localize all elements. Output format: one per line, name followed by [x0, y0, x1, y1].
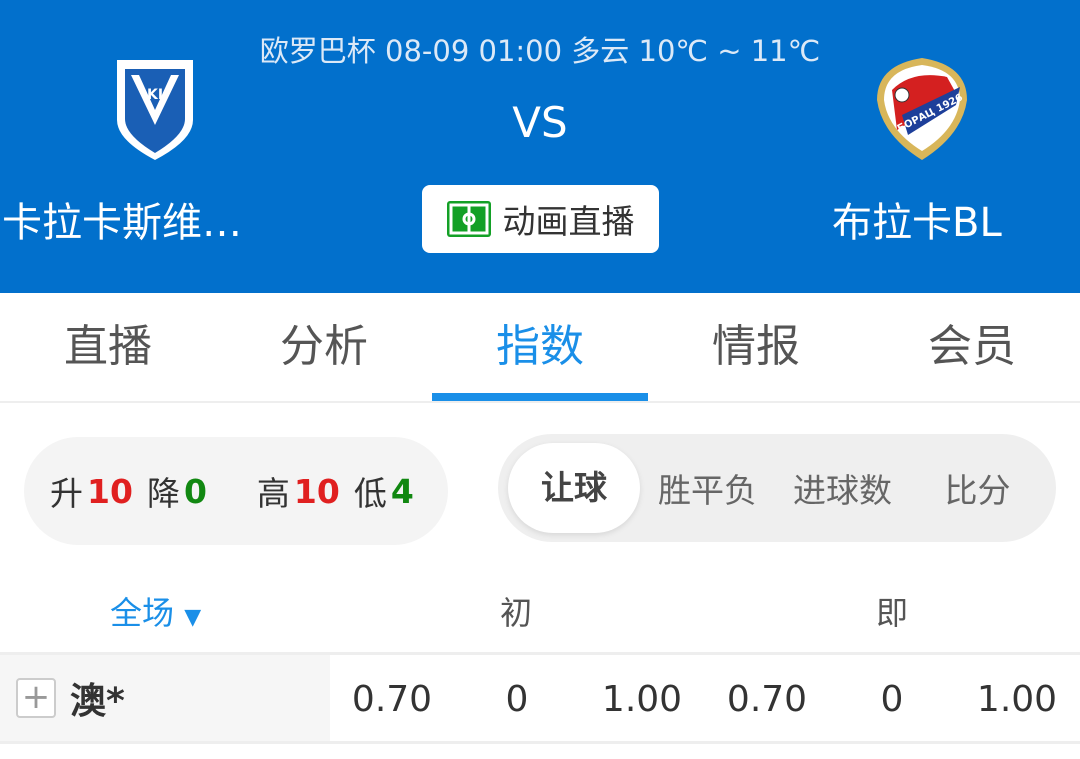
- odds-type-selector: 让球 胜平负 进球数 比分: [498, 434, 1056, 542]
- period-label: 全场: [110, 594, 175, 632]
- high-count: 10: [293, 471, 340, 511]
- segment-1x2[interactable]: 胜平负: [658, 471, 757, 510]
- tab-intel[interactable]: 情报: [712, 321, 800, 372]
- tab-bar: 直播 分析 指数 情报 会员: [0, 293, 1080, 403]
- up-label: 升: [50, 474, 83, 513]
- odds-cell: 1.00: [976, 679, 1058, 720]
- tab-analysis[interactable]: 分析: [280, 321, 368, 372]
- away-team-logo: БОРАЦ 1926: [872, 55, 972, 163]
- segment-score[interactable]: 比分: [944, 471, 1011, 510]
- odds-cell: 0.70: [351, 679, 433, 720]
- down-count: 0: [183, 471, 207, 511]
- tab-odds[interactable]: 指数: [432, 293, 648, 401]
- tab-live[interactable]: 直播: [64, 321, 152, 372]
- home-team-logo: KI: [105, 55, 205, 163]
- animation-live-button[interactable]: 动画直播: [422, 185, 659, 253]
- up-count: 10: [87, 471, 133, 511]
- odds-cell: 0: [880, 679, 904, 720]
- tab-member[interactable]: 会员: [928, 321, 1016, 372]
- animation-live-label: 动画直播: [502, 202, 635, 241]
- versus-label: VS: [512, 98, 568, 147]
- high-label: 高: [256, 474, 290, 513]
- initial-column-header: 初: [500, 594, 533, 632]
- odds-cell: 0.70: [726, 679, 808, 720]
- table-row[interactable]: + 澳* 0.70 0 1.00 0.70 0 1.00: [0, 652, 1080, 744]
- match-header: 欧罗巴杯 08-09 01:00 多云 10℃ ~ 11℃ KI БОРАЦ 1…: [0, 0, 1080, 293]
- home-logo-text: KI: [147, 87, 163, 103]
- period-dropdown[interactable]: 全场 ▼: [110, 588, 201, 634]
- low-count: 4: [390, 471, 414, 511]
- expand-plus-icon[interactable]: +: [16, 678, 56, 718]
- low-label: 低: [353, 474, 387, 513]
- down-label: 降: [146, 474, 180, 513]
- live-column-header: 即: [876, 594, 909, 632]
- odds-cell: 0: [505, 679, 529, 720]
- segment-handicap[interactable]: 让球: [508, 443, 640, 533]
- caret-down-icon: ▼: [184, 605, 202, 630]
- segment-total-goals[interactable]: 进球数: [793, 471, 892, 510]
- home-team-name[interactable]: 卡拉卡斯维…: [2, 200, 242, 246]
- company-name: 澳*: [70, 681, 125, 722]
- match-info: 欧罗巴杯 08-09 01:00 多云 10℃ ~ 11℃: [259, 34, 821, 68]
- pitch-icon: [446, 201, 491, 237]
- company-cell: + 澳*: [0, 655, 330, 741]
- away-team-name[interactable]: 布拉卡BL: [832, 200, 1002, 246]
- odds-cell: 1.00: [601, 679, 683, 720]
